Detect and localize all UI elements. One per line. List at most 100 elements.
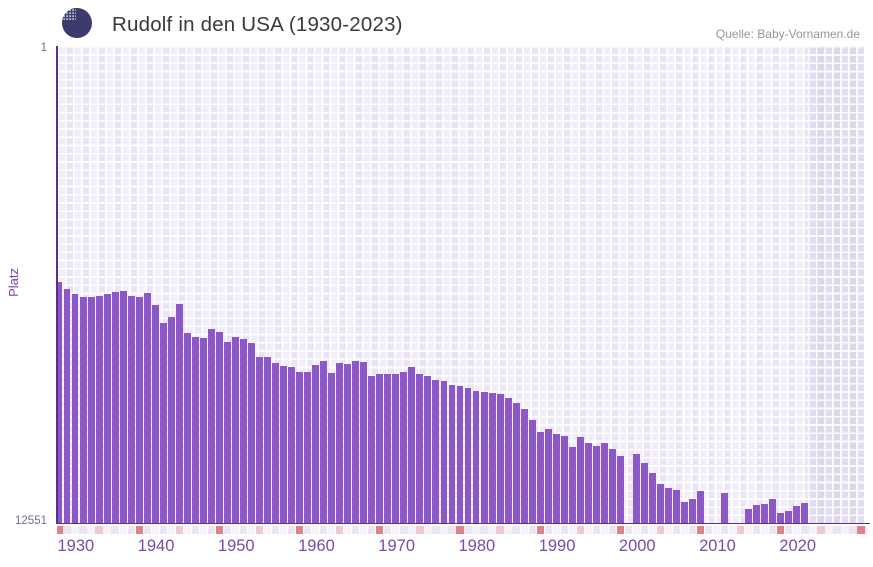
bar-1970[interactable] — [376, 373, 384, 523]
bar-2004[interactable] — [649, 473, 656, 523]
bar-2023[interactable] — [801, 502, 809, 523]
bar-1940[interactable] — [135, 297, 143, 523]
bar-1944[interactable] — [167, 316, 175, 523]
bar-1945[interactable] — [175, 304, 183, 523]
bar-1957[interactable] — [272, 363, 279, 523]
bar-1971[interactable] — [384, 373, 392, 523]
bar-1993[interactable] — [560, 436, 568, 523]
bar-1981[interactable] — [464, 388, 472, 523]
bar-1933[interactable] — [79, 297, 87, 523]
bar-1932[interactable] — [71, 293, 79, 523]
bar-2005[interactable] — [657, 484, 664, 523]
bar-2008[interactable] — [681, 502, 688, 523]
bar-1998[interactable] — [600, 443, 608, 523]
bar-2020[interactable] — [777, 513, 785, 523]
bar-1930[interactable] — [57, 282, 63, 523]
x-axis-tick-cell — [223, 525, 232, 534]
bar-1951[interactable] — [223, 342, 231, 523]
x-axis-tick-cell — [480, 525, 488, 534]
bar-1968[interactable] — [360, 361, 368, 523]
bar-1985[interactable] — [496, 394, 504, 523]
bar-1965[interactable] — [336, 363, 344, 523]
bar-1935[interactable] — [95, 296, 103, 523]
bar-2016[interactable] — [745, 509, 753, 523]
bar-1937[interactable] — [111, 292, 119, 523]
bar-1986[interactable] — [504, 397, 512, 523]
bar-2009[interactable] — [689, 499, 697, 523]
bar-1990[interactable] — [536, 432, 544, 523]
bar-1969[interactable] — [368, 376, 376, 523]
bar-1978[interactable] — [440, 380, 448, 523]
bar-1956[interactable] — [264, 356, 271, 523]
x-axis-tick-cell — [592, 525, 600, 534]
bar-2000[interactable] — [616, 455, 624, 523]
bar-2019[interactable] — [769, 499, 777, 523]
bar-1999[interactable] — [608, 449, 616, 523]
bar-1972[interactable] — [392, 373, 400, 523]
bar-1989[interactable] — [528, 420, 536, 523]
bar-1963[interactable] — [320, 361, 328, 523]
bar-1996[interactable] — [584, 443, 592, 523]
x-axis-tick-cell — [279, 525, 288, 534]
bar-1948[interactable] — [199, 338, 207, 523]
bar-2003[interactable] — [641, 463, 648, 523]
bar-1992[interactable] — [552, 433, 560, 523]
bar-1938[interactable] — [119, 290, 127, 523]
bar-1947[interactable] — [191, 337, 199, 523]
bar-1980[interactable] — [456, 386, 464, 523]
bar-1997[interactable] — [592, 446, 600, 523]
bar-1966[interactable] — [344, 363, 352, 523]
bar-1943[interactable] — [159, 323, 167, 523]
bar-1979[interactable] — [448, 384, 456, 523]
bar-1973[interactable] — [400, 372, 408, 523]
bar-1946[interactable] — [183, 333, 191, 523]
bar-2006[interactable] — [665, 488, 672, 523]
bar-2002[interactable] — [632, 454, 640, 523]
x-axis-tick-cell — [833, 525, 841, 534]
bar-1977[interactable] — [432, 379, 440, 523]
x-axis-tick-cell — [600, 525, 608, 534]
bar-1984[interactable] — [488, 393, 496, 523]
bar-1936[interactable] — [103, 293, 111, 523]
bar-1959[interactable] — [288, 366, 296, 523]
bar-1958[interactable] — [280, 366, 287, 523]
bar-2021[interactable] — [785, 511, 793, 523]
bar-1961[interactable] — [304, 372, 312, 523]
bar-1964[interactable] — [328, 373, 336, 523]
bar-1952[interactable] — [231, 337, 239, 523]
x-axis-tick-cell — [528, 525, 536, 534]
bar-1941[interactable] — [143, 293, 151, 523]
bar-1954[interactable] — [248, 343, 255, 523]
bar-1976[interactable] — [424, 376, 432, 523]
bar-1967[interactable] — [352, 361, 360, 523]
bar-1950[interactable] — [215, 332, 223, 523]
bar-2018[interactable] — [761, 503, 769, 523]
bar-2013[interactable] — [721, 493, 729, 523]
bar-2022[interactable] — [793, 505, 801, 523]
bar-1988[interactable] — [520, 409, 528, 523]
x-axis-tick-cell — [841, 525, 849, 534]
bar-1953[interactable] — [240, 338, 247, 523]
bar-1931[interactable] — [63, 288, 71, 523]
bar-2010[interactable] — [697, 491, 705, 523]
bar-1975[interactable] — [416, 373, 424, 523]
bar-1994[interactable] — [568, 447, 576, 523]
x-axis-tick-cell — [520, 525, 528, 534]
bar-1995[interactable] — [576, 437, 584, 523]
x-axis-tick-cell — [817, 525, 825, 534]
bar-1942[interactable] — [151, 304, 159, 523]
bar-1987[interactable] — [512, 403, 520, 523]
bar-1962[interactable] — [312, 365, 320, 523]
bar-2007[interactable] — [673, 490, 680, 523]
bar-2017[interactable] — [753, 504, 761, 523]
bar-1955[interactable] — [256, 356, 263, 523]
bar-1934[interactable] — [87, 297, 95, 523]
bar-1960[interactable] — [296, 372, 304, 523]
bar-1949[interactable] — [207, 328, 215, 523]
x-axis-tick-cell — [793, 525, 801, 534]
bar-1939[interactable] — [127, 296, 135, 523]
bar-1982[interactable] — [472, 391, 480, 523]
bar-1974[interactable] — [408, 366, 416, 523]
bar-1991[interactable] — [544, 429, 552, 523]
bar-1983[interactable] — [480, 392, 488, 523]
